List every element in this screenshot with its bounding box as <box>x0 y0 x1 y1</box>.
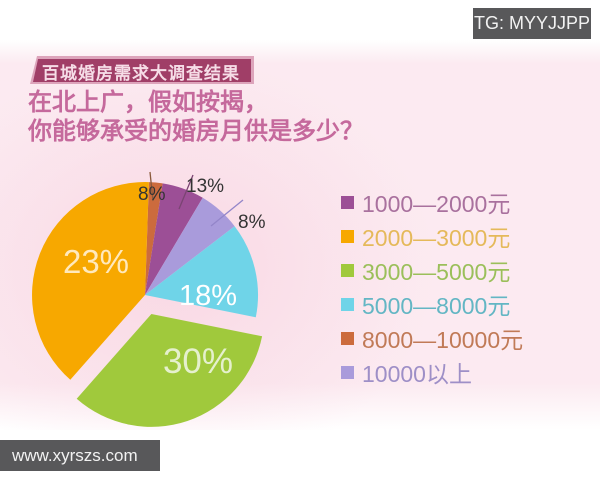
svg-text:18%: 18% <box>179 280 237 312</box>
svg-text:30%: 30% <box>163 342 233 381</box>
svg-text:23%: 23% <box>63 243 129 280</box>
